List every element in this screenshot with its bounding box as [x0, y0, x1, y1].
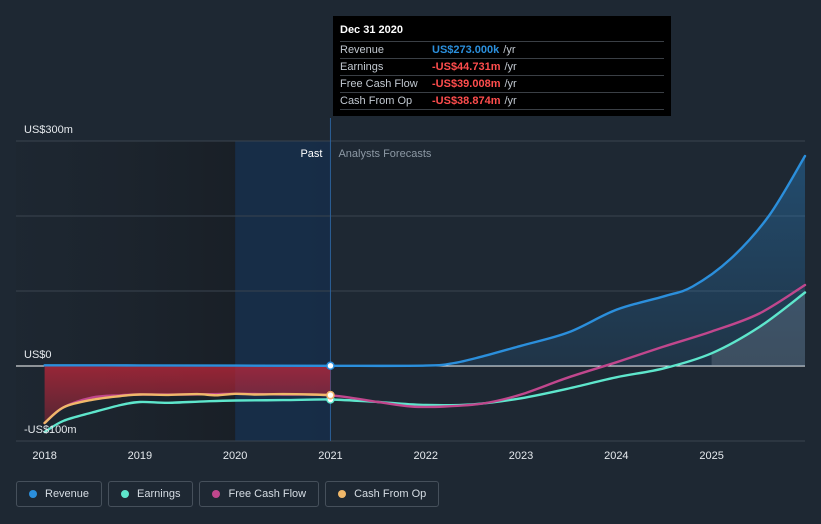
tooltip-row-revenue: Revenue US$273.000k /yr [340, 41, 664, 58]
tooltip-value: -US$39.008m [432, 78, 501, 90]
tooltip-label: Cash From Op [340, 95, 413, 107]
legend-dot-icon [212, 490, 221, 498]
tooltip-row-free-cash-flow: Free Cash Flow -US$39.008m /yr [340, 75, 664, 92]
tooltip-row-cash-from-op: Cash From Op -US$38.874m /yr [340, 92, 664, 110]
x-tick-label: 2025 [699, 450, 723, 462]
legend-dot-icon [121, 490, 130, 498]
tooltip-unit: /yr [504, 78, 517, 90]
forecast-label: Analysts Forecasts [338, 148, 431, 160]
x-tick-label: 2020 [223, 450, 247, 462]
revenue-marker [326, 361, 335, 371]
legend-item-free-cash-flow[interactable]: Free Cash Flow [199, 481, 320, 507]
tooltip-unit: /yr [504, 95, 517, 107]
past-label: Past [300, 148, 322, 160]
cash-from-op-marker [326, 390, 335, 400]
legend-label: Revenue [45, 488, 90, 500]
legend-dot-icon [338, 490, 347, 498]
legend-item-revenue[interactable]: Revenue [16, 481, 103, 507]
y-axis-label-bottom: -US$100m [24, 424, 77, 436]
x-tick-label: 2018 [32, 450, 56, 462]
y-axis-label-top: US$300m [24, 124, 73, 136]
revenue-area [44, 156, 806, 366]
earnings-line [43, 291, 807, 434]
x-tick-label: 2022 [414, 450, 438, 462]
legend-item-earnings[interactable]: Earnings [108, 481, 194, 507]
tooltip-label: Free Cash Flow [340, 78, 418, 90]
tooltip-date: Dec 31 2020 [340, 24, 403, 36]
legend: Revenue Earnings Free Cash Flow Cash Fro… [16, 481, 440, 509]
tooltip-unit: /yr [503, 44, 516, 56]
tooltip-unit: /yr [504, 61, 517, 73]
x-tick-label: 2019 [128, 450, 152, 462]
x-tick-label: 2021 [318, 450, 342, 462]
tooltip-label: Revenue [340, 44, 385, 56]
legend-label: Free Cash Flow [228, 488, 307, 500]
tooltip-value: -US$38.874m [432, 95, 501, 107]
cash-from-op-line [43, 392, 332, 425]
tooltip-row-earnings: Earnings -US$44.731m /yr [340, 58, 664, 75]
revenue-line [43, 154, 807, 368]
tooltip-value: -US$44.731m [432, 61, 501, 73]
legend-item-cash-from-op[interactable]: Cash From Op [325, 481, 440, 507]
legend-label: Cash From Op [354, 488, 427, 500]
tooltip: Dec 31 2020 Revenue US$273.000k /yr Earn… [333, 16, 671, 116]
legend-label: Earnings [137, 488, 181, 500]
legend-dot-icon [29, 490, 37, 498]
x-tick-label: 2024 [604, 450, 628, 462]
y-axis-label-zero: US$0 [24, 349, 52, 361]
x-tick-label: 2023 [509, 450, 533, 462]
tooltip-value: US$273.000k [432, 44, 500, 56]
past-negative-area [44, 366, 331, 423]
tooltip-label: Earnings [340, 61, 384, 73]
